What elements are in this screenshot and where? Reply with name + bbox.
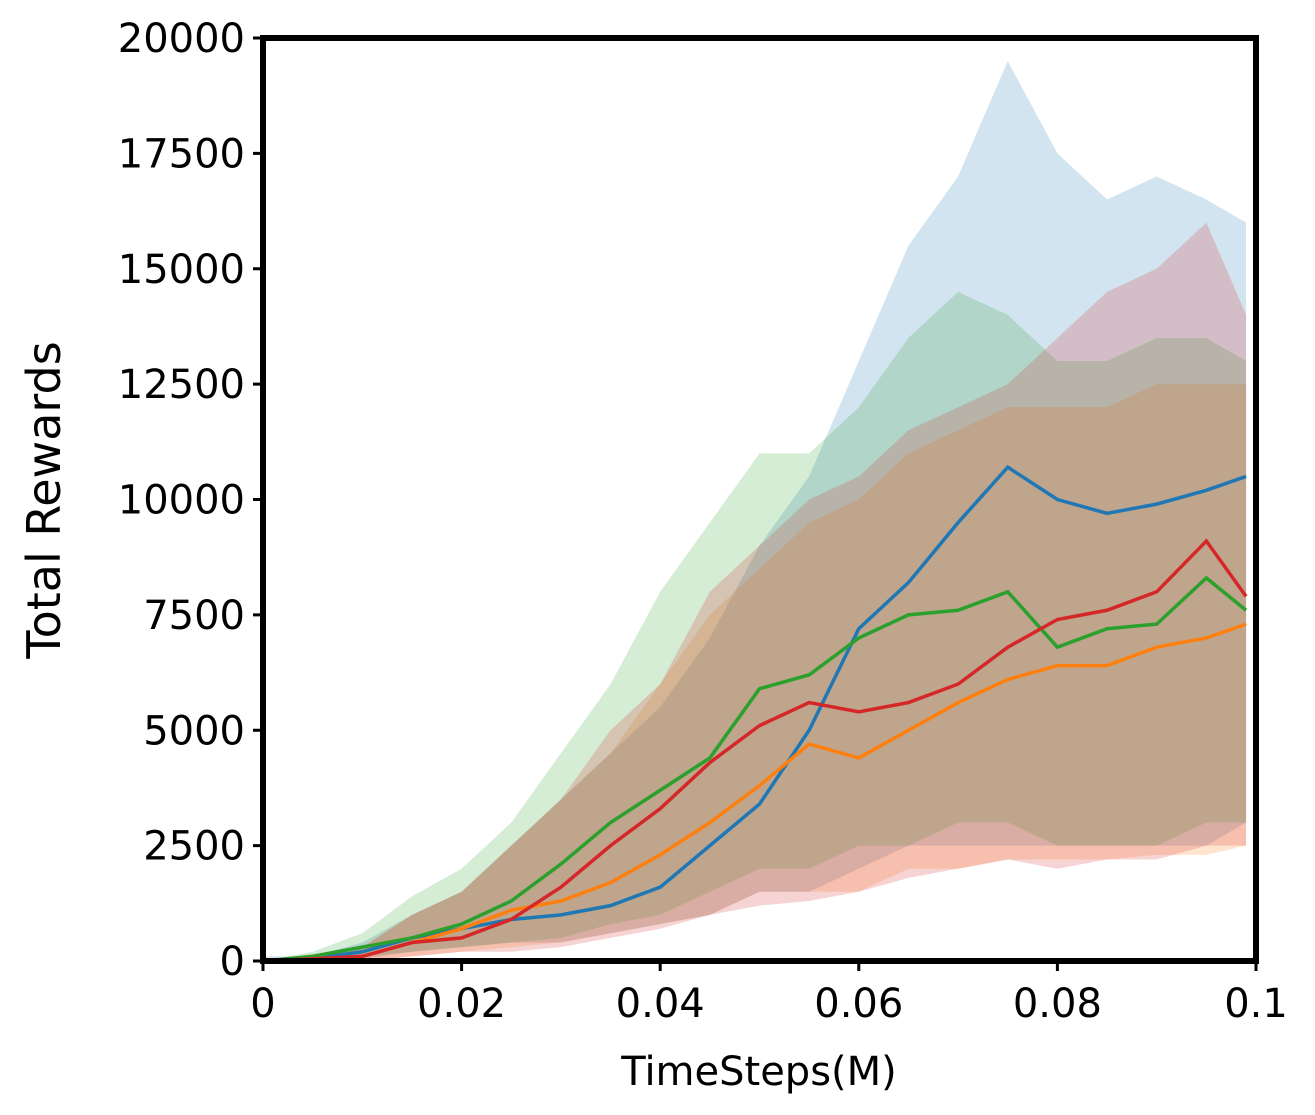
- series-line: [262, 622, 1247, 963]
- y-tick-label: 17500: [118, 131, 245, 177]
- y-tick-label: 7500: [143, 593, 245, 639]
- series-line: [262, 575, 1248, 963]
- x-tick-label: 0.02: [417, 981, 506, 1027]
- confidence-band: [263, 384, 1247, 961]
- x-tick-label: 0: [250, 981, 275, 1027]
- y-tick-label: 5000: [143, 708, 245, 754]
- confidence-band: [263, 291, 1247, 961]
- x-tick-label: 0.1: [1224, 981, 1288, 1027]
- x-tick-label: 0.08: [1013, 981, 1102, 1027]
- x-tick-label: 0.04: [616, 981, 705, 1027]
- x-axis-label: TimeSteps(M): [620, 1049, 897, 1095]
- confidence-band: [263, 61, 1247, 961]
- y-tick-label: 12500: [118, 362, 245, 408]
- y-tick-label: 10000: [118, 478, 245, 524]
- x-tick-label: 0.06: [814, 981, 903, 1027]
- series-line: [262, 538, 1248, 963]
- y-tick-label: 15000: [118, 247, 245, 293]
- y-axis-label: Total Rewards: [17, 341, 71, 659]
- y-tick-label: 20000: [118, 16, 245, 62]
- y-tick-label: 0: [220, 939, 245, 985]
- plot-frame: [260, 35, 1259, 964]
- confidence-band: [263, 222, 1247, 962]
- y-tick-label: 2500: [143, 824, 245, 870]
